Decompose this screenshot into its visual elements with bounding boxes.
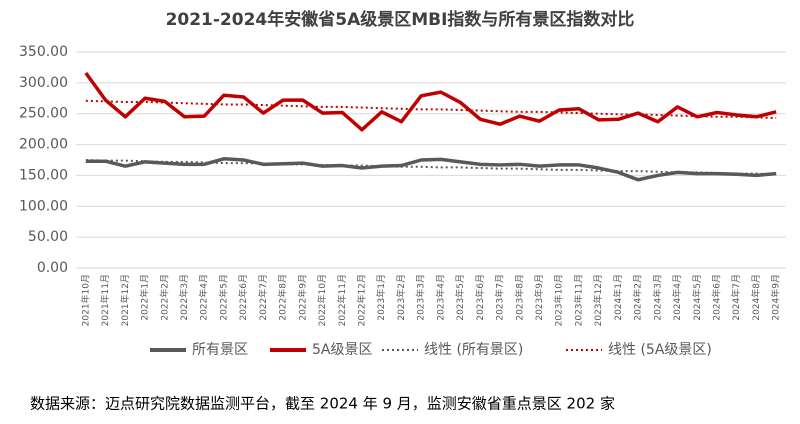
footnote: 数据来源：迈点研究院数据监测平台，截至 2024 年 9 月，监测安徽省重点景区… [30, 395, 615, 413]
x-tick-label: 2023年12月 [592, 274, 604, 326]
x-tick-label: 2021年12月 [119, 274, 131, 326]
x-tick-label: 2024年4月 [671, 274, 683, 321]
x-tick-label: 2022年9月 [296, 274, 308, 321]
y-tick-label: 200.00 [19, 137, 68, 153]
x-tick-label: 2024年6月 [710, 274, 722, 321]
x-tick-label: 2024年9月 [770, 274, 782, 321]
x-tick-label: 2022年2月 [158, 274, 170, 321]
trend-line [85, 99, 777, 120]
y-tick-label: 250.00 [19, 106, 68, 122]
series-line [84, 71, 777, 132]
y-tick-label: 100.00 [19, 198, 68, 214]
y-tick-label: 350.00 [19, 44, 68, 60]
x-tick-label: 2024年5月 [691, 274, 703, 321]
legend-label: 线性 (所有景区) [424, 342, 523, 358]
x-tick-label: 2022年1月 [139, 274, 151, 321]
x-tick-label: 2022年4月 [198, 274, 210, 321]
x-tick-label: 2022年8月 [277, 274, 289, 321]
x-tick-label: 2024年2月 [632, 274, 644, 321]
x-tick-label: 2023年9月 [533, 274, 545, 321]
x-tick-label: 2023年10月 [553, 274, 565, 326]
legend-label: 线性 (5A级景区) [608, 342, 712, 358]
x-tick-label: 2023年4月 [434, 274, 446, 321]
x-tick-label: 2024年7月 [730, 274, 742, 321]
x-tick-label: 2021年10月 [79, 274, 91, 326]
legend-label: 所有景区 [192, 342, 248, 358]
x-tick-label: 2024年1月 [612, 274, 624, 321]
x-tick-label: 2024年8月 [750, 274, 762, 321]
y-tick-label: 300.00 [19, 75, 68, 91]
x-tick-label: 2021年11月 [99, 274, 111, 326]
x-tick-label: 2023年11月 [572, 274, 584, 326]
x-tick-label: 2022年7月 [257, 274, 269, 321]
x-tick-label: 2023年2月 [395, 274, 407, 321]
x-tick-label: 2023年7月 [494, 274, 506, 321]
x-tick-label: 2024年3月 [651, 274, 663, 321]
y-tick-label: 50.00 [28, 229, 68, 245]
chart-title: 2021-2024年安徽省5A级景区MBI指数与所有景区指数对比 [166, 9, 635, 30]
legend-label: 5A级景区 [312, 342, 372, 358]
series-line [85, 157, 777, 182]
x-tick-label: 2022年3月 [178, 274, 190, 321]
x-tick-label: 2022年6月 [237, 274, 249, 321]
x-tick-label: 2023年1月 [375, 274, 387, 321]
x-tick-label: 2023年5月 [454, 274, 466, 321]
x-tick-label: 2023年8月 [513, 274, 525, 321]
x-tick-label: 2022年10月 [316, 274, 328, 326]
y-tick-label: 150.00 [19, 167, 68, 183]
y-tick-label: 0.00 [37, 260, 68, 276]
x-tick-label: 2023年3月 [415, 274, 427, 321]
x-tick-label: 2022年11月 [336, 274, 348, 326]
x-tick-label: 2022年12月 [355, 274, 367, 326]
x-tick-label: 2022年5月 [217, 274, 229, 321]
trend-line [85, 159, 777, 176]
x-tick-label: 2023年6月 [474, 274, 486, 321]
